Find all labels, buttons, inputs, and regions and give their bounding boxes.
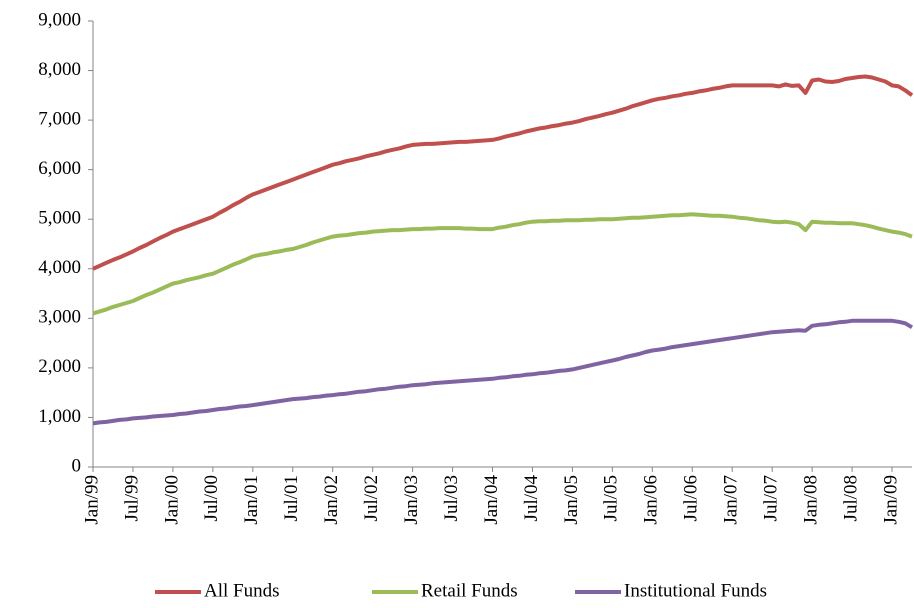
y-tick-label: 9,000 — [38, 9, 81, 30]
y-tick-label: 7,000 — [38, 108, 81, 129]
y-tick-label: 8,000 — [38, 59, 81, 80]
x-tick-label: Jul/02 — [361, 475, 382, 521]
x-tick-label: Jan/01 — [241, 475, 262, 525]
x-tick-label: Jul/05 — [601, 475, 622, 521]
x-tick-label: Jan/07 — [721, 475, 742, 525]
x-tick-label: Jan/04 — [481, 475, 502, 525]
series-line — [92, 74, 914, 271]
y-tick-label: 5,000 — [38, 208, 81, 229]
y-tick-label: 4,000 — [38, 257, 81, 278]
x-tick-label: Jan/09 — [880, 475, 901, 525]
x-tick-label: Jan/02 — [321, 475, 342, 525]
x-tick-label: Jan/00 — [161, 475, 182, 525]
series-line — [92, 212, 913, 316]
x-tick-label: Jul/03 — [441, 475, 462, 521]
x-tick-label: Jan/06 — [641, 475, 662, 525]
x-tick-label: Jan/99 — [81, 475, 102, 525]
y-tick-label: 1,000 — [38, 406, 81, 427]
legend-label: All Funds — [204, 580, 280, 601]
legend-label: Institutional Funds — [624, 580, 767, 601]
x-tick-label: Jul/06 — [681, 475, 702, 521]
series-line — [92, 318, 914, 426]
x-tick-label: Jan/05 — [561, 475, 582, 525]
x-tick-label: Jan/08 — [800, 475, 821, 525]
y-tick-label: 6,000 — [38, 158, 81, 179]
x-tick-label: Jul/01 — [281, 475, 302, 521]
y-tick-label: 0 — [72, 455, 82, 476]
x-tick-label: Jul/00 — [201, 475, 222, 521]
x-tick-label: Jul/99 — [121, 475, 142, 521]
y-tick-label: 2,000 — [38, 356, 81, 377]
x-tick-label: Jan/03 — [401, 475, 422, 525]
x-tick-label: Jul/08 — [840, 475, 861, 521]
x-tick-label: Jul/07 — [761, 475, 782, 521]
x-tick-label: Jul/04 — [521, 475, 542, 522]
legend-label: Retail Funds — [421, 580, 518, 601]
y-tick-label: 3,000 — [38, 307, 81, 328]
